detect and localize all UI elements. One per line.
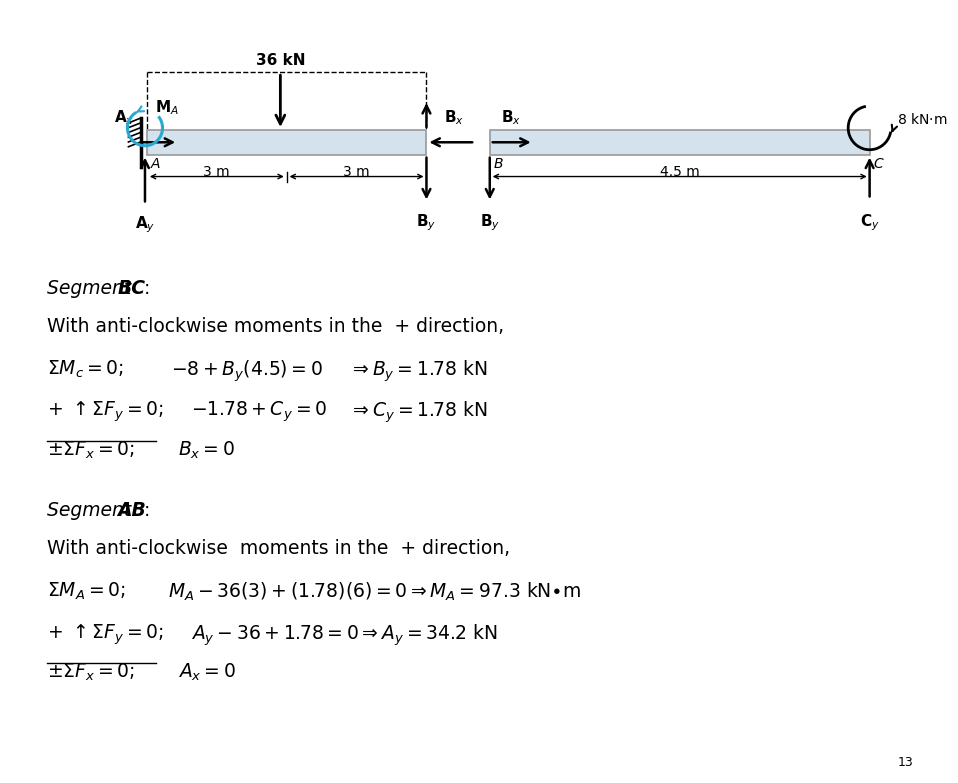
Text: Segment: Segment (47, 501, 137, 520)
Text: 3 m: 3 m (343, 164, 370, 179)
Text: 36 kN: 36 kN (256, 53, 305, 68)
Text: $\mathbf{B}_x$: $\mathbf{B}_x$ (501, 109, 521, 128)
Text: Segment: Segment (47, 279, 137, 298)
Text: 13: 13 (898, 756, 913, 770)
Text: $A_y - 36 + 1.78 = 0 \Rightarrow A_y = 34.2\ \mathrm{kN}$: $A_y - 36 + 1.78 = 0 \Rightarrow A_y = 3… (191, 622, 497, 648)
Text: $\pm\Sigma F_x = 0;$: $\pm\Sigma F_x = 0;$ (47, 440, 134, 461)
Text: With anti-clockwise  moments in the  + direction,: With anti-clockwise moments in the + dir… (47, 539, 510, 558)
Text: $\Sigma M_A = 0;$: $\Sigma M_A = 0;$ (47, 581, 125, 602)
Text: $\Rightarrow C_y = 1.78\ \mathrm{kN}$: $\Rightarrow C_y = 1.78\ \mathrm{kN}$ (349, 400, 488, 425)
Polygon shape (490, 130, 870, 155)
Text: BC: BC (118, 279, 146, 298)
Text: $+\ \uparrow\Sigma F_y = 0;$: $+\ \uparrow\Sigma F_y = 0;$ (47, 400, 164, 424)
Text: $\Sigma M_c = 0;$: $\Sigma M_c = 0;$ (47, 359, 124, 380)
Text: 3 m: 3 m (203, 164, 230, 179)
Text: 4.5 m: 4.5 m (660, 164, 699, 179)
Text: AB: AB (118, 501, 147, 520)
Text: $\mathbf{C}_y$: $\mathbf{C}_y$ (859, 212, 879, 233)
Text: $\Rightarrow B_y = 1.78\ \mathrm{kN}$: $\Rightarrow B_y = 1.78\ \mathrm{kN}$ (349, 359, 488, 384)
Text: $C$: $C$ (873, 157, 884, 171)
Text: $\mathbf{A}_x$: $\mathbf{A}_x$ (114, 109, 134, 128)
Text: $B_x = 0$: $B_x = 0$ (178, 440, 235, 461)
Text: $A_x = 0$: $A_x = 0$ (178, 662, 236, 684)
Text: $\mathbf{M}_A$: $\mathbf{M}_A$ (155, 98, 178, 117)
Text: $\mathbf{B}_y$: $\mathbf{B}_y$ (417, 212, 437, 233)
Text: :: : (144, 279, 150, 298)
Text: $-8 + B_y(4.5) = 0$: $-8 + B_y(4.5) = 0$ (171, 359, 323, 384)
Polygon shape (147, 130, 426, 155)
Text: 8 kN$\cdot$m: 8 kN$\cdot$m (897, 113, 947, 128)
Text: With anti-clockwise moments in the  + direction,: With anti-clockwise moments in the + dir… (47, 316, 504, 336)
Text: $M_A - 36(3) + (1.78)(6) = 0 \Rightarrow M_A = 97.3\ \mathrm{kN{\bullet}m}$: $M_A - 36(3) + (1.78)(6) = 0 \Rightarrow… (169, 581, 582, 603)
Text: $-1.78 + C_y = 0$: $-1.78 + C_y = 0$ (191, 400, 327, 424)
Text: $B$: $B$ (492, 157, 503, 171)
Text: $\mathbf{A}_y$: $\mathbf{A}_y$ (135, 215, 155, 235)
Text: :: : (144, 501, 150, 520)
Text: $\pm\Sigma F_x = 0;$: $\pm\Sigma F_x = 0;$ (47, 662, 134, 684)
Text: $\mathbf{B}_x$: $\mathbf{B}_x$ (444, 109, 464, 128)
Text: $\mathbf{B}_y$: $\mathbf{B}_y$ (480, 212, 500, 233)
Text: $+\ \uparrow\Sigma F_y = 0;$: $+\ \uparrow\Sigma F_y = 0;$ (47, 622, 164, 647)
Text: $A$: $A$ (149, 157, 161, 171)
